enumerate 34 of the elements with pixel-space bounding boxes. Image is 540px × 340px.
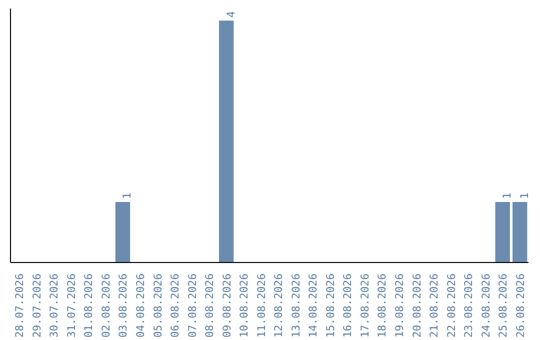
x-tick-label: 14.08.2026 bbox=[306, 274, 320, 338]
x-tick-label: 09.08.2026 bbox=[220, 274, 234, 338]
x-tick-label: 23.08.2026 bbox=[462, 274, 476, 338]
x-tick-label: 26.08.2026 bbox=[514, 274, 527, 338]
x-tick-label: 31.07.2026 bbox=[64, 274, 78, 338]
x-tick-label: 01.08.2026 bbox=[82, 274, 96, 338]
x-tick-label: 12.08.2026 bbox=[272, 274, 286, 338]
x-tick-label: 19.08.2026 bbox=[393, 274, 406, 338]
x-tick-label: 04.08.2026 bbox=[134, 274, 147, 338]
x-tick-label: 11.08.2026 bbox=[254, 274, 268, 338]
x-tick-label: 21.08.2026 bbox=[428, 274, 441, 338]
x-tick-label: 08.08.2026 bbox=[203, 274, 216, 338]
x-tick-label: 07.08.2026 bbox=[186, 274, 199, 338]
x-tick-label: 02.08.2026 bbox=[99, 274, 112, 338]
x-tick-label: 05.08.2026 bbox=[151, 274, 164, 338]
x-tick-label: 20.08.2026 bbox=[410, 274, 424, 338]
x-tick-label: 06.08.2026 bbox=[168, 274, 182, 338]
x-tick-label: 10.08.2026 bbox=[238, 274, 251, 338]
data-label: 1 bbox=[518, 192, 531, 200]
x-tick-label: 29.07.2026 bbox=[30, 274, 44, 338]
x-tick-label: 24.08.2026 bbox=[479, 274, 492, 338]
data-label: 1 bbox=[120, 192, 134, 200]
x-tick-label: 28.07.2026 bbox=[13, 274, 26, 338]
x-tick-label: 15.08.2026 bbox=[324, 274, 337, 338]
x-tick-label: 30.07.2026 bbox=[48, 274, 61, 338]
x-tick-label: 25.08.2026 bbox=[496, 274, 510, 338]
x-tick-label: 22.08.2026 bbox=[444, 274, 458, 338]
x-tick-label: 18.08.2026 bbox=[376, 274, 389, 338]
x-tick-label: 16.08.2026 bbox=[341, 274, 354, 338]
data-label: 1 bbox=[500, 192, 514, 200]
data-label: 4 bbox=[224, 11, 238, 18]
x-tick-label: 03.08.2026 bbox=[116, 274, 130, 338]
x-tick-label: 13.08.2026 bbox=[289, 274, 302, 338]
x-tick-label: 17.08.2026 bbox=[358, 274, 372, 338]
